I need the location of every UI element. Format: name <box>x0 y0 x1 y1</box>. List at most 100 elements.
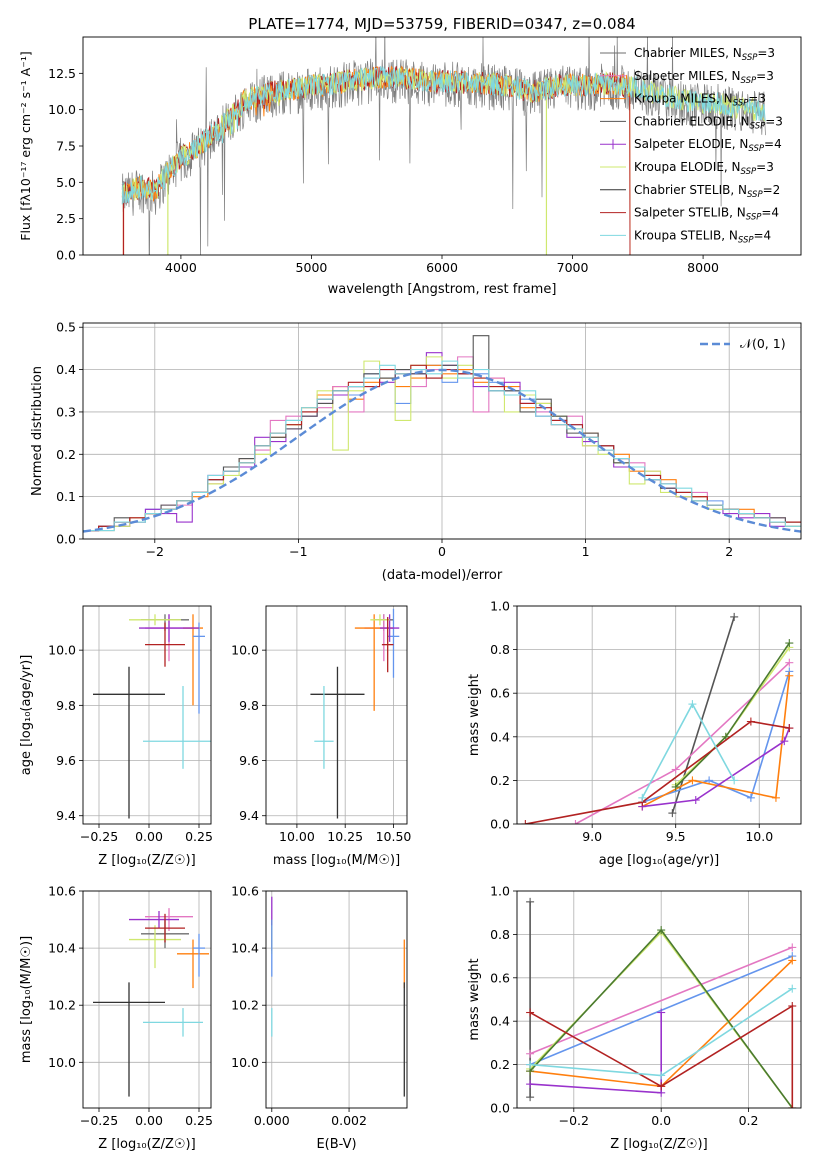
legend-text: Kroupa ELODIE, N <box>634 160 741 174</box>
legend-text: Chabrier ELODIE, N <box>634 114 750 128</box>
y-tick-label: 10.0 <box>48 643 76 658</box>
errorbars <box>93 908 209 1097</box>
errorbar-panel-2: −0.25 0.00 0.25 9.4 9.6 9.8 10.0 Z [log₁₀(Z/Z☉)… <box>19 605 213 868</box>
x-tick-label: 8000 <box>687 260 719 275</box>
y-tick-label: 0.2 <box>490 773 510 788</box>
errorbar-panel-2-bg <box>83 606 211 824</box>
y-tick-label: 0.2 <box>56 447 76 462</box>
x-tick-label: 10.00 <box>279 829 315 844</box>
x-tick-label: −2 <box>146 544 164 559</box>
legend-label: Kroupa MILES, NSSP=3 <box>634 92 766 109</box>
y-tick-label: 9.4 <box>239 808 259 823</box>
errorbar-panel-5: −0.25 0.00 0.25 10.0 10.2 10.4 10.6 Z [log₁₀(Z/… <box>19 884 213 1153</box>
x-tick-label: 2 <box>725 544 733 559</box>
y-tick-label: 0.4 <box>490 1014 510 1029</box>
y-axis-label: mass [log₁₀(M/M☉)] <box>19 936 34 1063</box>
legend-sub: SSP <box>747 190 763 200</box>
weight-lines <box>526 897 797 1108</box>
legend-label: Chabrier MILES, NSSP=3 <box>634 46 775 63</box>
spectrum-lines <box>121 37 766 255</box>
x-tick-label: 10.0 <box>745 829 773 844</box>
x-tick-label: −0.25 <box>80 1113 118 1128</box>
y-tick-label: 9.6 <box>239 753 259 768</box>
y-tick-label: 9.6 <box>56 753 76 768</box>
x-tick-label: 0.0 <box>651 1113 671 1128</box>
legend-suffix: =3 <box>757 46 775 60</box>
x-tick-label: 1 <box>582 544 590 559</box>
model-spectrum-line <box>121 66 766 205</box>
histogram-step <box>83 360 801 532</box>
y-tick-label: 9.8 <box>56 698 76 713</box>
x-tick-label: 9.0 <box>582 829 602 844</box>
legend-label: Kroupa STELIB, NSSP=4 <box>634 228 771 245</box>
weight-7-frame <box>516 890 802 1109</box>
x-tick-label: 7000 <box>557 260 589 275</box>
y-axis-label: Flux [fλ10⁻¹⁷ erg cm⁻² s⁻¹ A⁻¹] <box>18 51 33 240</box>
legend-text: Kroupa STELIB, N <box>634 228 738 242</box>
legend-label: Chabrier STELIB, NSSP=2 <box>634 183 780 200</box>
legend-suffix: =4 <box>754 228 772 242</box>
errorbar-panel-3-bg <box>266 606 407 824</box>
weight-lines <box>521 612 794 824</box>
legend-sub: SSP <box>741 76 757 86</box>
x-tick-label: 0.2 <box>739 1113 759 1128</box>
y-tick-label: 10.6 <box>231 884 259 899</box>
legend-label: Salpeter ELODIE, NSSP=4 <box>634 137 782 154</box>
x-axis-label: age [log₁₀(age/yr)] <box>599 853 720 868</box>
y-tick-label: 0.0 <box>490 817 510 832</box>
legend-sub: SSP <box>746 213 762 223</box>
errorbars <box>310 608 400 819</box>
weight-4-frame <box>516 605 802 825</box>
legend-sub: SSP <box>742 53 758 63</box>
legend-sub: SSP <box>733 99 749 109</box>
y-axis-label: age [log₁₀(age/yr)] <box>19 655 34 776</box>
x-tick-label: −1 <box>289 544 307 559</box>
legend-sub: SSP <box>738 235 754 245</box>
legend-text: Salpeter MILES, N <box>634 69 741 83</box>
legend-text: Salpeter ELODIE, N <box>634 137 748 151</box>
y-tick-label: 9.4 <box>56 808 76 823</box>
x-tick-label: 10.50 <box>376 829 412 844</box>
y-tick-label: 9.8 <box>239 698 259 713</box>
legend-label: Salpeter STELIB, NSSP=4 <box>634 206 779 223</box>
x-axis-label: (data-model)/error <box>382 568 503 583</box>
legend-text: Chabrier STELIB, N <box>634 183 747 197</box>
y-tick-label: 5.0 <box>56 175 76 190</box>
errorbar-5-frame <box>82 890 212 1109</box>
y-axis-label: Normed distribution <box>30 366 45 496</box>
y-tick-label: 7.5 <box>56 139 76 154</box>
x-tick-label: −0.25 <box>80 829 118 844</box>
x-axis-label: Z [log₁₀(Z/Z☉)] <box>98 853 195 868</box>
weight-series-line <box>529 946 793 1055</box>
y-tick-label: 12.5 <box>48 66 76 81</box>
y-tick-label: 10.4 <box>231 941 259 956</box>
y-tick-label: 0.0 <box>490 1101 510 1116</box>
y-tick-label: 10.2 <box>48 998 76 1013</box>
errorbars <box>271 896 405 1097</box>
errorbar-panel-6: 0.000 0.002 10.0 10.2 10.4 10.6 E(B-V) <box>231 884 408 1152</box>
x-tick-label: 4000 <box>165 260 197 275</box>
x-tick-label: 0.00 <box>135 1113 163 1128</box>
y-tick-label: 0.3 <box>56 404 76 419</box>
y-tick-label: 10.0 <box>48 102 76 117</box>
legend-suffix: =3 <box>765 114 783 128</box>
y-tick-label: 0.1 <box>56 489 76 504</box>
x-axis-label: mass [log₁₀(M/M☉)] <box>273 853 400 868</box>
x-tick-label: 5000 <box>296 260 328 275</box>
x-tick-label: 0 <box>438 544 446 559</box>
x-tick-label: −0.2 <box>559 1113 589 1128</box>
x-tick-label: 6000 <box>426 260 458 275</box>
residual-panel: −2 −1 0 1 2 0.0 0.1 0.2 0.3 0.4 0.5 (data-model)/er… <box>30 320 802 583</box>
legend-suffix: =2 <box>763 183 781 197</box>
y-axis-label: mass weight <box>467 958 482 1040</box>
x-axis-label: wavelength [Angstrom, rest frame] <box>328 282 557 297</box>
gaussian-curve <box>83 368 801 533</box>
x-tick-label: 0.00 <box>135 829 163 844</box>
y-tick-label: 0.4 <box>56 362 76 377</box>
weight-panel-7-bg <box>517 891 801 1108</box>
y-tick-label: 10.2 <box>231 998 259 1013</box>
weight-series-line <box>529 1004 794 1108</box>
errorbars <box>93 614 211 819</box>
